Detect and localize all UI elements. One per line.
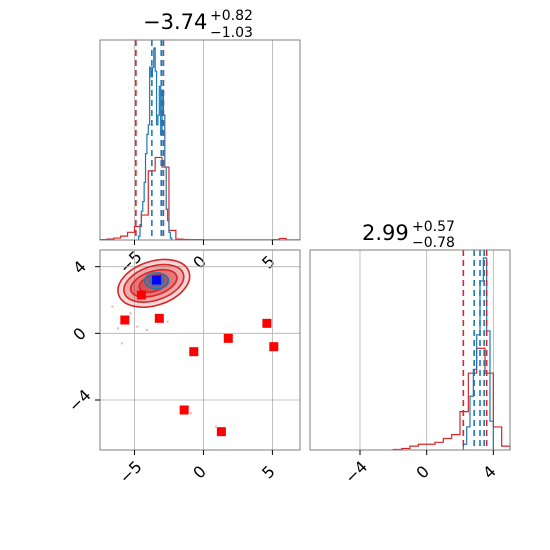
panel-bottom-right-xticks: −4 0 4	[341, 450, 500, 487]
panel-bottom-left-ytick-label: 4	[69, 257, 90, 278]
panel-top-left-frame	[99, 39, 301, 241]
panel-bottom-left-ytick-label: 0	[69, 324, 90, 345]
panel-bottom-left-sample-point	[189, 412, 193, 415]
panel-bottom-left-xtick-label: 0	[189, 462, 210, 483]
panel-bottom-right-title-upper-error: +0.57	[412, 219, 455, 235]
panel-bottom-left-xtick-label: −5	[116, 457, 146, 487]
panel-top-left-title-value: −3.74	[143, 10, 207, 34]
panel-bottom-right-xtick-label: 4	[479, 462, 500, 483]
panel-bottom-left-xtick-label: 5	[258, 462, 279, 483]
panel-top-left-content	[99, 40, 301, 241]
panel-top-left: −5 0 5 −3.74 +0.82 −1.03	[99, 8, 301, 277]
panel-top-left-grid	[134, 40, 273, 240]
panel-top-left-xtick-label: 5	[258, 252, 279, 273]
panel-top-left-histogram-primary	[99, 156, 301, 241]
panel-bottom-left-marker-point	[262, 318, 272, 328]
panel-bottom-right-title-value: 2.99	[362, 221, 409, 245]
panel-top-left-histogram-secondary	[138, 47, 173, 240]
panel-top-left-title-upper-error: +0.82	[210, 8, 253, 24]
panel-bottom-left-sample-point	[136, 325, 139, 328]
panel-bottom-left-ytick-label: −4	[65, 386, 95, 416]
panel-bottom-left-marker-point	[136, 290, 146, 300]
panel-bottom-left: −5 0 5 −4 0 4	[65, 249, 301, 487]
panel-bottom-right: −4 0 4 2.99 +0.57 −0.78	[309, 219, 511, 487]
panel-bottom-left-sample-point	[145, 328, 149, 332]
panel-bottom-left-sample-point	[166, 320, 169, 323]
panel-bottom-left-sample-point	[111, 305, 114, 308]
panel-bottom-right-histogram-secondary	[462, 257, 494, 450]
panel-bottom-left-yticks: −4 0 4	[65, 257, 100, 416]
panel-bottom-right-title-lower-error: −0.78	[412, 235, 455, 251]
panel-bottom-right-content	[392, 250, 511, 451]
panel-top-left-xtick-label: 0	[189, 252, 210, 273]
panel-bottom-left-marker-point	[269, 342, 279, 352]
panel-bottom-right-xtick-label: 0	[412, 462, 433, 483]
panel-bottom-left-content	[111, 258, 279, 437]
panel-bottom-left-sample-point	[129, 312, 132, 315]
panel-bottom-right-frame	[309, 249, 511, 451]
panel-bottom-left-marker-point	[189, 347, 199, 357]
panel-bottom-left-marker-point	[216, 427, 226, 437]
panel-bottom-right-grid	[359, 250, 494, 450]
panel-bottom-left-marker-point	[223, 333, 233, 343]
panel-bottom-left-sample-point	[120, 342, 124, 345]
panel-bottom-right-histogram-primary	[392, 347, 511, 451]
panel-top-left-title-lower-error: −1.03	[210, 25, 253, 41]
panel-bottom-left-marker-point	[179, 405, 189, 415]
panel-bottom-right-xtick-label: −4	[341, 457, 371, 487]
panel-bottom-left-marker-point	[154, 313, 164, 323]
panel-bottom-left-xticks: −5 0 5	[116, 450, 279, 487]
panel-bottom-left-marker-point	[120, 315, 130, 325]
panel-bottom-left-sample-point	[214, 425, 218, 428]
panel-bottom-left-frame	[99, 249, 301, 451]
panel-bottom-left-truth-point	[152, 275, 162, 285]
panel-bottom-left-sample-point	[116, 327, 120, 330]
